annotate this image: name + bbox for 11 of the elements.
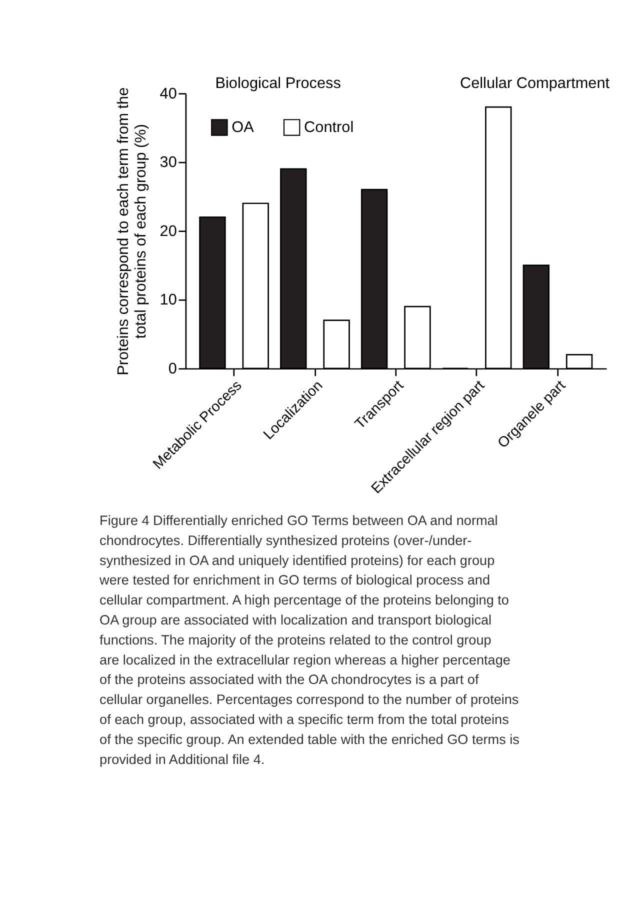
y-tick-label: 0	[168, 360, 177, 378]
y-axis-title: Proteins correspond to each term from the total proteins of each group (%)	[115, 87, 150, 376]
legend-label: OA	[232, 118, 255, 136]
y-tick-label: 30	[160, 154, 177, 172]
y-tick-label: 20	[160, 222, 177, 240]
legend-label: Control	[304, 118, 354, 136]
y-tick-label: 40	[160, 85, 177, 102]
text: Biological Process	[215, 74, 342, 92]
text: Figure 4 Differentially enriched GO Terms between OA and normal chondrocytes. Differentially synthesized proteins (over-/under-synthesized in OA and uniquely identified proteins) for each group were tested for enrichment in GO terms of biological process and cellular compartment. A high percentage of the proteins belonging to OA group are associated with localization and transport biological functions. The majority of the proteins related to the control group are localized in the extracellular region whereas a higher percentage of the proteins associated with the OA chondrocytes is a part of cellular organelles. Percentages correspond to the number of proteins of each group, associated with a specific term from the total proteins of the specific group. An extended table with the enriched GO terms is provided in Additional file 4.	[100, 512, 520, 767]
y-tick-label: 10	[160, 292, 177, 309]
text: Cellular Compartment	[460, 74, 610, 92]
